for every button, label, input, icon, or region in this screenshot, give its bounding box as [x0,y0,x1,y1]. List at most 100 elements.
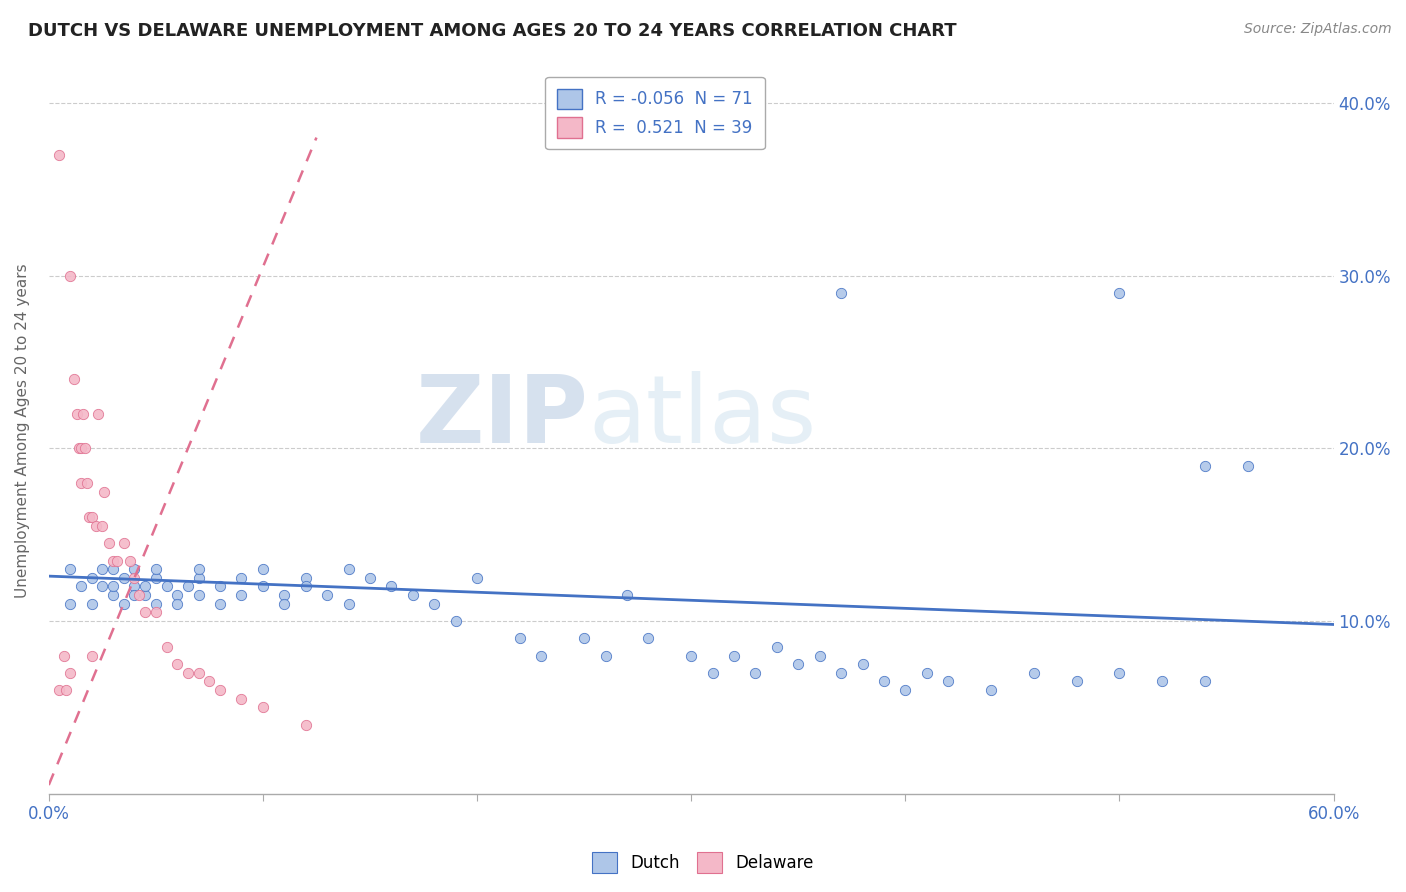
Point [915,665,938,680]
Point [359,571,381,585]
Point [209,597,232,611]
Point [273,588,295,602]
Text: Source: ZipAtlas.com: Source: ZipAtlas.com [1244,22,1392,37]
Point [894,683,917,698]
Point [63,372,86,386]
Point [572,632,595,646]
Point [177,665,200,680]
Point [128,588,150,602]
Point [59,597,82,611]
Point [209,579,232,593]
Point [166,588,188,602]
Point [187,562,209,576]
Point [830,285,852,300]
Point [145,606,167,620]
Point [155,579,177,593]
Point [637,632,659,646]
Point [59,268,82,283]
Point [744,665,766,680]
Text: ZIP: ZIP [416,370,588,463]
Point [231,691,253,706]
Point [112,536,135,550]
Point [70,442,93,456]
Point [75,442,97,456]
Point [166,597,188,611]
Point [67,442,90,456]
Point [70,579,93,593]
Point [980,683,1002,698]
Point [198,674,221,689]
Point [101,553,124,567]
Point [59,665,82,680]
Point [177,579,200,593]
Point [134,579,156,593]
Point [530,648,553,663]
Point [101,579,124,593]
Point [59,562,82,576]
Point [723,648,745,663]
Point [124,588,146,602]
Point [294,571,316,585]
Point [1237,458,1260,473]
Point [91,562,114,576]
Text: atlas: atlas [588,370,817,463]
Point [187,665,209,680]
Point [124,571,146,585]
Point [1194,458,1216,473]
Point [337,562,360,576]
Point [766,640,789,654]
Point [444,614,467,628]
Point [1108,285,1130,300]
Point [134,588,156,602]
Point [124,579,146,593]
Point [112,597,135,611]
Point [873,674,896,689]
Point [79,510,101,524]
Point [294,717,316,731]
Point [76,475,98,490]
Point [87,407,110,421]
Point [91,579,114,593]
Point [120,553,142,567]
Point [93,484,115,499]
Point [808,648,831,663]
Point [380,579,402,593]
Point [273,597,295,611]
Point [145,562,167,576]
Point [48,683,70,698]
Point [187,571,209,585]
Point [787,657,810,672]
Point [465,571,488,585]
Point [112,571,135,585]
Point [80,510,103,524]
Point [1108,665,1130,680]
Point [48,148,70,162]
Point [702,665,724,680]
Point [97,536,120,550]
Point [155,640,177,654]
Point [851,657,873,672]
Point [231,571,253,585]
Point [423,597,446,611]
Point [402,588,425,602]
Point [1066,674,1088,689]
Point [252,562,274,576]
Point [65,407,87,421]
Point [1022,665,1045,680]
Point [595,648,617,663]
Point [72,407,94,421]
Point [252,579,274,593]
Point [80,571,103,585]
Point [1194,674,1216,689]
Text: DUTCH VS DELAWARE UNEMPLOYMENT AMONG AGES 20 TO 24 YEARS CORRELATION CHART: DUTCH VS DELAWARE UNEMPLOYMENT AMONG AGE… [28,22,956,40]
Point [252,700,274,714]
Point [134,606,156,620]
Point [101,562,124,576]
Point [187,588,209,602]
Point [101,588,124,602]
Point [1152,674,1174,689]
Point [145,597,167,611]
Point [337,597,360,611]
Point [124,562,146,576]
Point [830,665,852,680]
